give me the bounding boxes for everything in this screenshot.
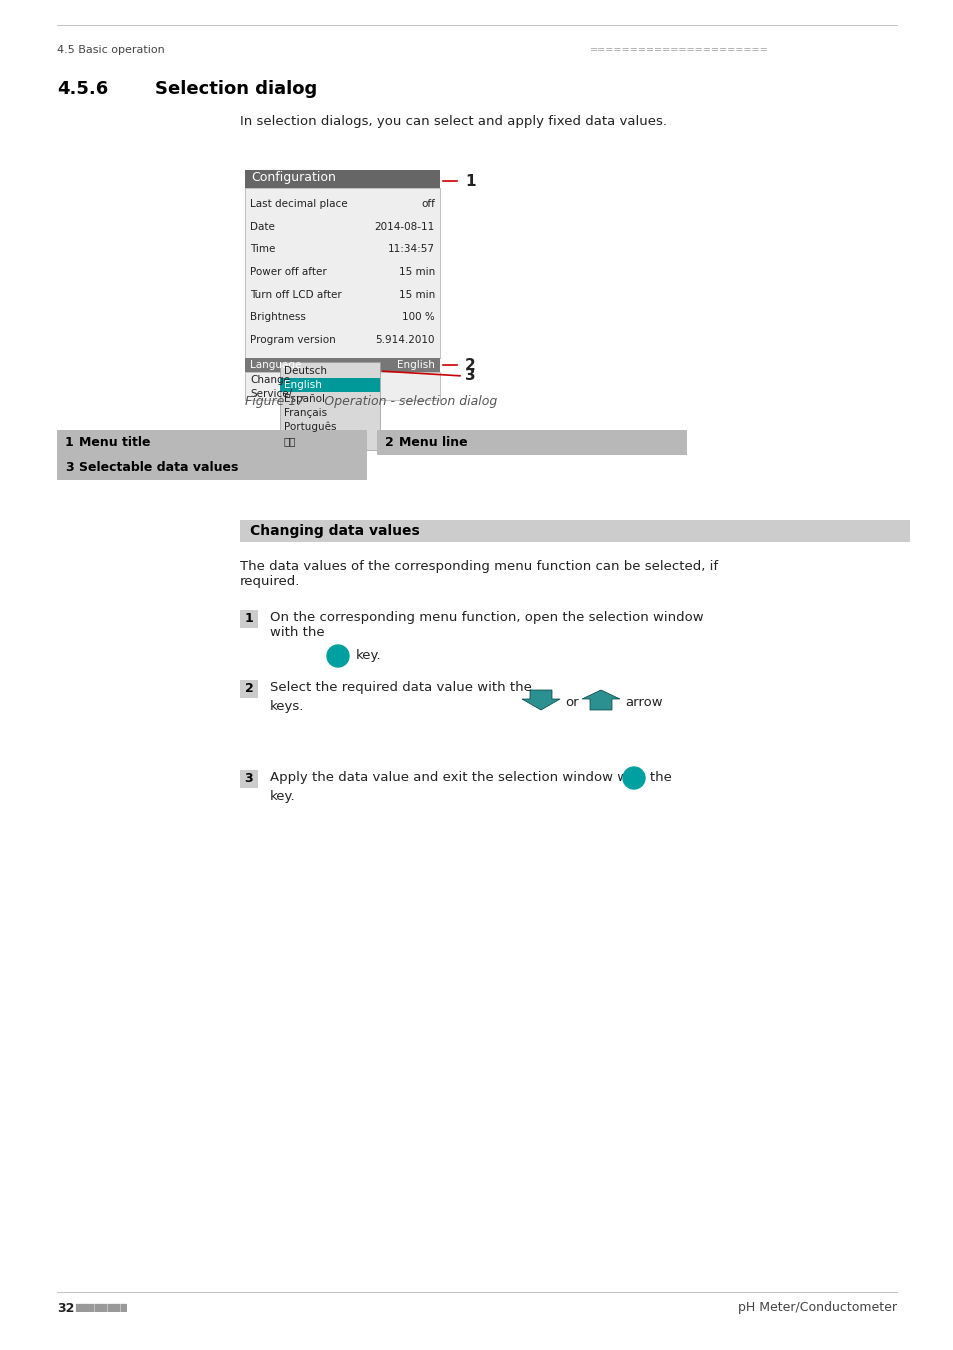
Text: Menu line: Menu line: [398, 436, 467, 450]
Text: Menu title: Menu title: [79, 436, 151, 450]
FancyBboxPatch shape: [245, 373, 439, 400]
FancyBboxPatch shape: [245, 358, 439, 373]
Text: Time: Time: [250, 244, 275, 254]
Text: Selectable data values: Selectable data values: [79, 460, 238, 474]
Text: key.: key.: [270, 790, 295, 803]
Text: or: or: [564, 695, 578, 709]
Text: Português: Português: [284, 421, 336, 432]
Text: pH Meter/Conductometer: pH Meter/Conductometer: [738, 1301, 896, 1315]
Polygon shape: [581, 690, 619, 710]
Text: arrow: arrow: [624, 695, 662, 709]
Text: Configuration: Configuration: [251, 171, 335, 184]
Text: Changing data values: Changing data values: [250, 524, 419, 539]
Text: 15 min: 15 min: [398, 289, 435, 300]
Text: 1: 1: [464, 174, 475, 189]
Text: Español: Español: [284, 394, 325, 404]
FancyBboxPatch shape: [57, 431, 367, 455]
Text: Select the required data value with the: Select the required data value with the: [270, 680, 532, 694]
Text: 2: 2: [244, 683, 253, 695]
Text: keys.: keys.: [270, 701, 304, 713]
Text: Language: Language: [250, 360, 301, 370]
FancyBboxPatch shape: [245, 188, 439, 358]
Text: Turn off LCD after: Turn off LCD after: [250, 289, 341, 300]
Text: Power off after: Power off after: [250, 267, 327, 277]
Text: 15 min: 15 min: [398, 267, 435, 277]
FancyBboxPatch shape: [280, 378, 379, 392]
Text: English: English: [396, 360, 435, 370]
Text: English: English: [284, 379, 321, 390]
FancyBboxPatch shape: [280, 362, 379, 450]
Text: Change: Change: [250, 375, 290, 385]
Text: 中文: 中文: [284, 436, 296, 446]
Circle shape: [327, 645, 349, 667]
Text: Date: Date: [250, 221, 274, 232]
FancyBboxPatch shape: [245, 170, 439, 188]
Text: 3: 3: [65, 460, 73, 474]
Circle shape: [622, 767, 644, 788]
Text: OK: OK: [627, 774, 640, 783]
Text: 2: 2: [385, 436, 394, 450]
Text: In selection dialogs, you can select and apply fixed data values.: In selection dialogs, you can select and…: [240, 115, 666, 128]
Text: 1: 1: [65, 436, 73, 450]
Text: 32: 32: [57, 1301, 74, 1315]
Polygon shape: [521, 690, 559, 710]
Text: Deutsch: Deutsch: [284, 366, 327, 377]
FancyBboxPatch shape: [240, 520, 909, 541]
Text: ======================: ======================: [589, 45, 768, 55]
FancyBboxPatch shape: [240, 610, 257, 628]
Text: Service/...: Service/...: [250, 389, 302, 400]
FancyBboxPatch shape: [57, 455, 367, 481]
Text: The data values of the corresponding menu function can be selected, if
required.: The data values of the corresponding men…: [240, 560, 718, 589]
Text: 1: 1: [244, 613, 253, 625]
Text: 5.914.2010: 5.914.2010: [375, 335, 435, 344]
Text: Selection dialog: Selection dialog: [154, 80, 317, 99]
Text: 2: 2: [464, 358, 476, 373]
Text: 2014-08-11: 2014-08-11: [375, 221, 435, 232]
Text: Program version: Program version: [250, 335, 335, 344]
Text: Figure 17     Operation - selection dialog: Figure 17 Operation - selection dialog: [245, 396, 497, 408]
FancyBboxPatch shape: [240, 680, 257, 698]
Text: key.: key.: [355, 649, 381, 663]
Text: 3: 3: [244, 772, 253, 786]
Text: Français: Français: [284, 408, 327, 418]
Text: 100 %: 100 %: [402, 312, 435, 323]
Text: 11:34:57: 11:34:57: [388, 244, 435, 254]
Text: On the corresponding menu function, open the selection window
with the: On the corresponding menu function, open…: [270, 612, 703, 639]
Text: Apply the data value and exit the selection window with the: Apply the data value and exit the select…: [270, 771, 671, 784]
FancyBboxPatch shape: [240, 769, 257, 788]
Text: 4.5 Basic operation: 4.5 Basic operation: [57, 45, 165, 55]
Text: off: off: [420, 198, 435, 209]
Text: Last decimal place: Last decimal place: [250, 198, 347, 209]
Text: 4.5.6: 4.5.6: [57, 80, 108, 99]
Text: 3: 3: [464, 369, 476, 383]
Text: OK: OK: [331, 652, 344, 660]
Text: Brightness: Brightness: [250, 312, 306, 323]
FancyBboxPatch shape: [376, 431, 686, 455]
Text: ████████: ████████: [75, 1304, 127, 1312]
